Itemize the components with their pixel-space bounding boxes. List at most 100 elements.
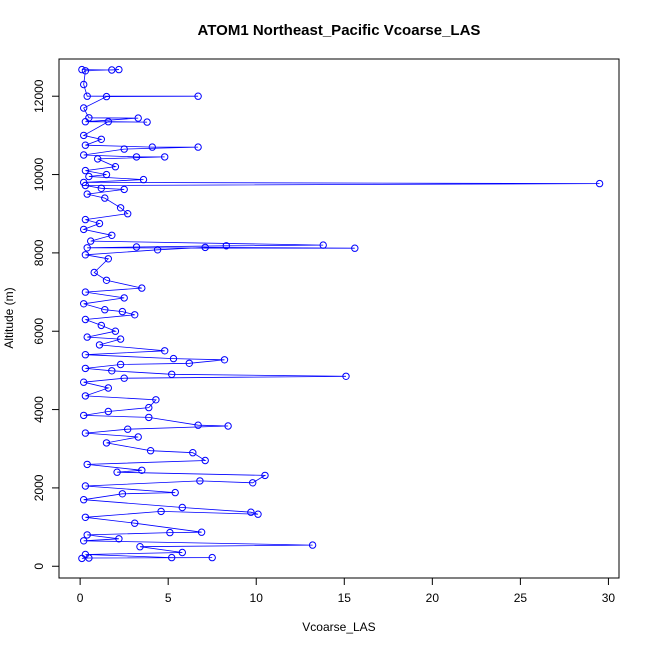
data-point: [116, 204, 125, 212]
data-point: [81, 118, 90, 126]
data-point: [81, 251, 90, 259]
data-point: [90, 268, 98, 277]
data-point: [87, 237, 95, 245]
data-point: [152, 396, 160, 404]
data-point: [124, 210, 132, 218]
data-point: [120, 145, 128, 153]
data-point: [85, 172, 93, 181]
data-point: [81, 392, 90, 400]
data-point: [108, 367, 116, 375]
x-tick-label: 5: [165, 591, 172, 605]
data-point: [102, 170, 111, 179]
data-point: [83, 460, 91, 469]
data-point: [81, 215, 90, 224]
data-point: [201, 456, 209, 465]
data-point: [78, 65, 86, 74]
data-point: [595, 179, 604, 188]
data-point: [115, 535, 123, 543]
chart-title: ATOM1 Northeast_Pacific Vcoarse_LAS: [198, 22, 481, 39]
data-point: [185, 359, 194, 367]
data-point: [224, 422, 232, 430]
data-point: [80, 537, 88, 545]
data-point: [80, 80, 88, 89]
data-point: [80, 131, 88, 140]
data-point: [120, 294, 128, 302]
data-point: [161, 153, 169, 161]
data-point: [80, 411, 88, 420]
x-tick-label: 25: [514, 591, 528, 605]
data-point: [261, 471, 269, 480]
data-point: [80, 378, 88, 386]
data-point: [196, 477, 204, 485]
data-point: [178, 503, 187, 512]
data-point: [134, 114, 142, 122]
data-point: [132, 243, 141, 251]
data-point: [132, 153, 141, 161]
data-point: [220, 356, 229, 364]
data-point: [101, 194, 109, 202]
data-point: [168, 553, 176, 562]
data-point: [157, 507, 165, 516]
data-point: [104, 384, 113, 392]
data-point: [94, 155, 102, 163]
data-point: [247, 508, 255, 516]
data-point: [101, 306, 109, 314]
data-point: [111, 163, 120, 171]
data-point: [80, 496, 88, 504]
data-point: [116, 335, 125, 343]
data-point: [102, 439, 111, 447]
data-point: [108, 231, 116, 240]
x-tick-label: 20: [426, 591, 440, 605]
y-tick-label: 8000: [32, 239, 46, 266]
data-point: [80, 300, 88, 308]
data-point: [80, 151, 88, 159]
data-point: [131, 311, 139, 319]
data-point: [120, 185, 128, 194]
x-tick-label: 0: [77, 591, 84, 605]
data-point: [81, 429, 90, 437]
data-point: [81, 141, 90, 149]
data-point: [111, 327, 120, 335]
data-point: [166, 528, 174, 537]
data-point: [201, 243, 209, 252]
data-point: [81, 67, 90, 75]
data-point: [81, 288, 90, 296]
data-point: [85, 554, 93, 562]
data-point: [108, 66, 116, 74]
y-axis-label: Altitude (m): [2, 287, 16, 348]
data-point: [145, 413, 153, 422]
x-tick-label: 15: [338, 591, 352, 605]
data-point: [104, 407, 113, 416]
data-point: [81, 482, 90, 490]
data-point: [104, 255, 113, 263]
data-point: [78, 554, 86, 563]
y-tick-label: 4000: [32, 396, 46, 423]
x-tick-label: 10: [250, 591, 264, 605]
data-point: [83, 531, 91, 539]
x-tick-label: 30: [602, 591, 616, 605]
data-point: [138, 284, 146, 292]
data-point: [81, 364, 90, 373]
data-point: [131, 519, 139, 527]
x-axis-label: Vcoarse_LAS: [302, 620, 375, 634]
data-point: [118, 490, 127, 498]
data-point: [161, 347, 169, 355]
y-tick-label: 10000: [32, 158, 46, 192]
plot-series: [78, 65, 604, 563]
data-point: [169, 354, 178, 363]
data-point: [134, 433, 142, 441]
y-tick-label: 12000: [32, 79, 46, 113]
data-point: [171, 488, 179, 497]
data-point: [194, 143, 202, 151]
data-point: [102, 276, 111, 284]
y-tick-label: 6000: [32, 318, 46, 345]
data-point: [222, 242, 231, 250]
data-point: [104, 118, 113, 126]
series-line: [81, 69, 600, 559]
data-point: [143, 118, 151, 126]
data-point: [351, 244, 359, 252]
data-point: [168, 370, 176, 378]
data-point: [83, 92, 91, 100]
data-point: [308, 541, 317, 549]
